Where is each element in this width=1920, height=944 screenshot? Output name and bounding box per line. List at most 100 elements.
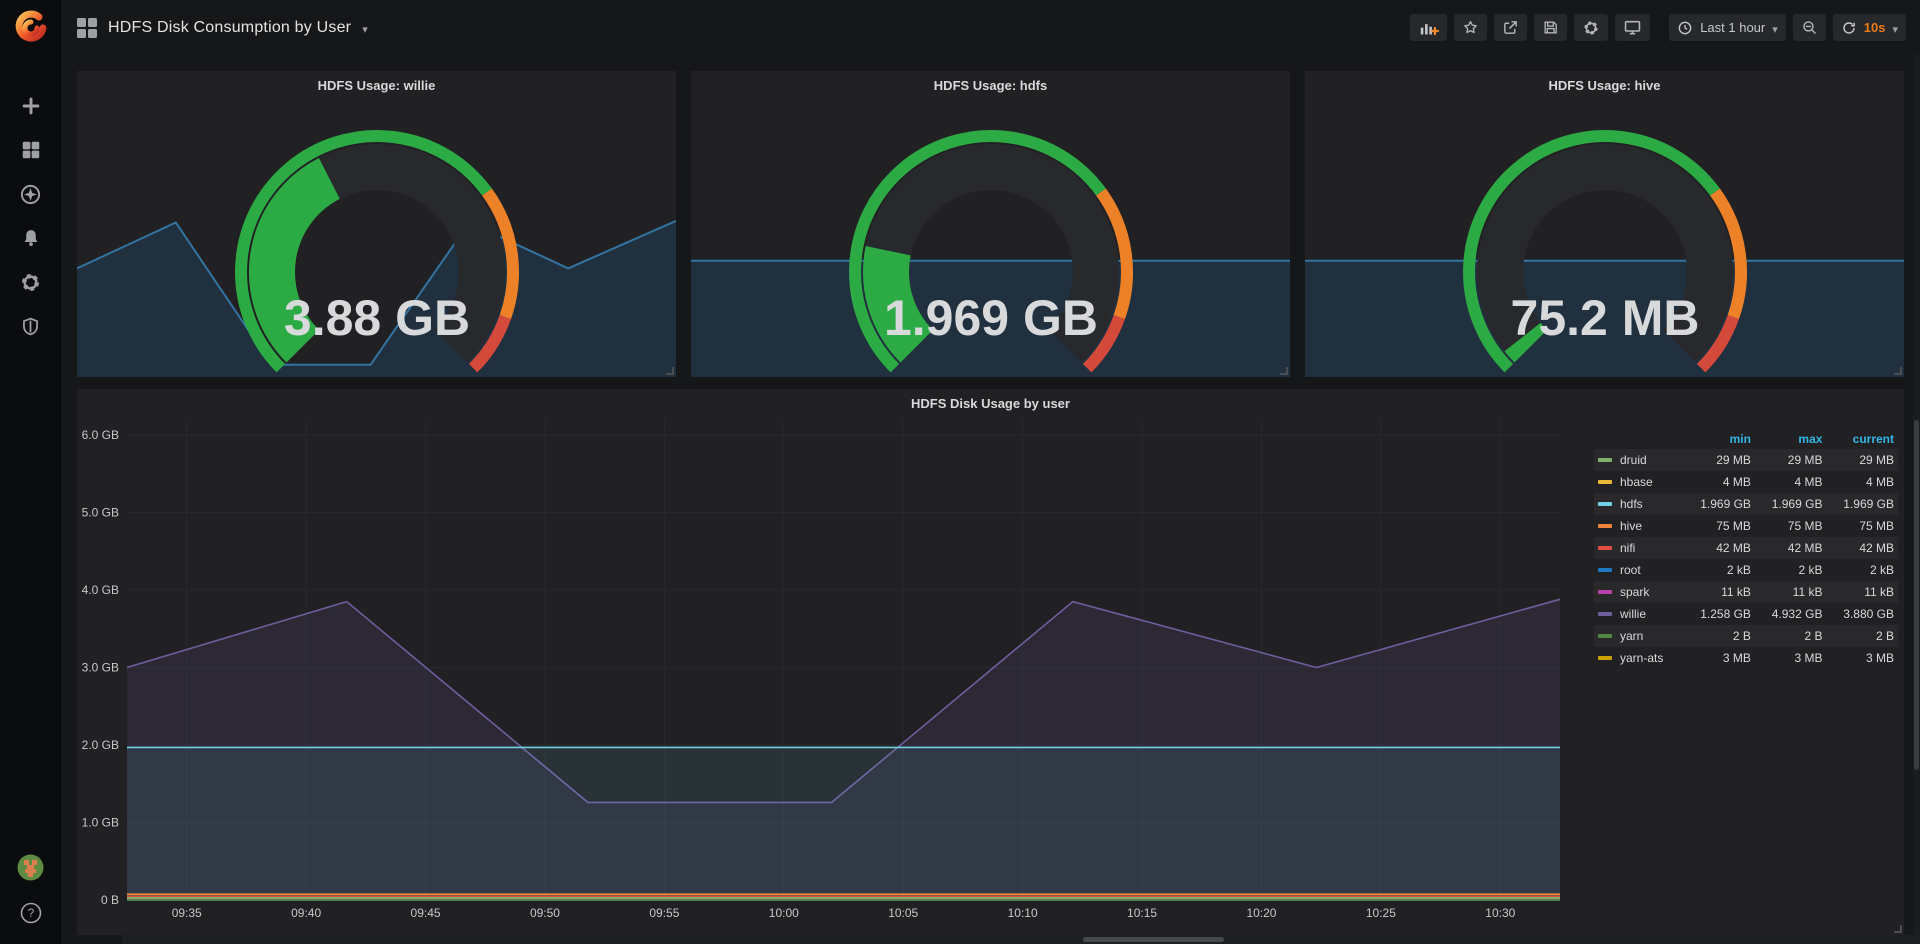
series-color-swatch[interactable] [1598, 656, 1612, 660]
legend-current-value: 1.969 GB [1826, 493, 1898, 515]
series-color-swatch[interactable] [1598, 590, 1612, 594]
x-axis-tick-label: 10:30 [1485, 906, 1515, 920]
add-panel-button[interactable] [1410, 14, 1447, 41]
gauge-visualization: 3.88 GB [77, 71, 676, 377]
gauge-visualization: 1.969 GB [691, 71, 1290, 377]
series-color-swatch[interactable] [1598, 524, 1612, 528]
series-color-swatch[interactable] [1598, 502, 1612, 506]
legend-header-max[interactable]: max [1755, 429, 1827, 449]
graph-legend: minmaxcurrentdruid29 MB29 MB29 MBhbase4 … [1594, 429, 1898, 669]
legend-series-toggle-druid[interactable]: druid [1594, 449, 1683, 471]
horizontal-scrollbar-thumb[interactable] [1083, 937, 1224, 942]
help-icon: ? [19, 901, 43, 925]
legend-series-toggle-hdfs[interactable]: hdfs [1594, 493, 1683, 515]
vertical-scrollbar-thumb[interactable] [1914, 420, 1919, 770]
legend-header-min[interactable]: min [1683, 429, 1755, 449]
cycle-view-mode-button[interactable] [1615, 14, 1650, 41]
sidebar-bottom: ? [16, 852, 46, 944]
legend-header-row: minmaxcurrent [1594, 429, 1898, 449]
zoom-out-icon [1801, 19, 1818, 36]
panel-title[interactable]: HDFS Usage: hdfs [691, 78, 1290, 93]
monitor-icon [1623, 19, 1642, 36]
legend-row-willie: willie1.258 GB4.932 GB3.880 GB [1594, 603, 1898, 625]
svg-text:?: ? [27, 906, 34, 920]
navbar-toolbar: Last 1 hour ▾ 10s ▾ [1410, 14, 1906, 41]
chevron-down-icon: ▾ [1772, 20, 1778, 36]
save-icon [1542, 19, 1559, 36]
shield-icon [20, 316, 41, 337]
sidebar-item-explore[interactable] [16, 179, 46, 209]
legend-min-value: 4 MB [1683, 471, 1755, 493]
legend-max-value: 1.969 GB [1755, 493, 1827, 515]
share-dashboard-button[interactable] [1494, 14, 1527, 41]
legend-max-value: 2 kB [1755, 559, 1827, 581]
series-color-swatch[interactable] [1598, 612, 1612, 616]
legend-current-value: 4 MB [1826, 471, 1898, 493]
legend-min-value: 42 MB [1683, 537, 1755, 559]
vertical-scrollbar[interactable] [1913, 55, 1920, 935]
refresh-interval-label: 10s [1864, 20, 1886, 35]
legend-row-hbase: hbase4 MB4 MB4 MB [1594, 471, 1898, 493]
bell-icon [20, 227, 42, 249]
x-axis-tick-label: 10:00 [769, 906, 799, 920]
help-button[interactable]: ? [16, 898, 46, 928]
series-color-swatch[interactable] [1598, 634, 1612, 638]
x-axis-tick-label: 10:05 [888, 906, 918, 920]
x-axis-tick-label: 10:15 [1127, 906, 1157, 920]
series-fill-hdfs [127, 747, 1560, 900]
refresh-picker[interactable]: 10s ▾ [1833, 14, 1906, 41]
panel-resize-handle[interactable] [1280, 367, 1288, 375]
legend-series-toggle-hive[interactable]: hive [1594, 515, 1683, 537]
panel-title[interactable]: HDFS Disk Usage by user [77, 396, 1904, 411]
x-axis-tick-label: 09:40 [291, 906, 321, 920]
legend-series-toggle-willie[interactable]: willie [1594, 603, 1683, 625]
legend-series-toggle-yarn[interactable]: yarn [1594, 625, 1683, 647]
sidebar-item-dashboards[interactable] [16, 135, 46, 165]
legend-series-toggle-hbase[interactable]: hbase [1594, 471, 1683, 493]
gauge-visualization: 75.2 MB [1305, 71, 1904, 377]
legend-series-toggle-spark[interactable]: spark [1594, 581, 1683, 603]
sidebar-item-alerting[interactable] [16, 223, 46, 253]
legend-series-toggle-nifi[interactable]: nifi [1594, 537, 1683, 559]
dashboard-title-dropdown[interactable]: HDFS Disk Consumption by User ▾ [77, 18, 368, 38]
series-color-swatch[interactable] [1598, 458, 1612, 462]
x-axis-tick-label: 10:20 [1246, 906, 1276, 920]
x-axis-tick-label: 10:10 [1008, 906, 1038, 920]
grafana-logo[interactable] [0, 0, 61, 55]
legend-max-value: 4 MB [1755, 471, 1827, 493]
panel-resize-handle[interactable] [1894, 367, 1902, 375]
time-range-picker[interactable]: Last 1 hour ▾ [1669, 14, 1786, 41]
legend-row-yarn: yarn2 B2 B2 B [1594, 625, 1898, 647]
horizontal-scrollbar[interactable] [122, 935, 1920, 944]
legend-series-toggle-yarn-ats[interactable]: yarn-ats [1594, 647, 1683, 669]
panel-resize-handle[interactable] [1894, 925, 1902, 933]
legend-max-value: 75 MB [1755, 515, 1827, 537]
sidebar-item-server-admin[interactable] [16, 311, 46, 341]
x-axis-tick-label: 10:25 [1366, 906, 1396, 920]
zoom-out-time-button[interactable] [1793, 14, 1826, 41]
dashboard-grid: HDFS Usage: willie 3.88 GB HDFS Usage: hdf… [61, 55, 1920, 944]
gauge-value: 3.88 GB [284, 290, 470, 346]
legend-min-value: 2 kB [1683, 559, 1755, 581]
save-dashboard-button[interactable] [1534, 14, 1567, 41]
panel-title[interactable]: HDFS Usage: willie [77, 78, 676, 93]
dashboard-settings-button[interactable] [1574, 14, 1608, 41]
gauge-panel-hive: HDFS Usage: hive75.2 MB [1305, 71, 1904, 377]
series-color-swatch[interactable] [1598, 568, 1612, 572]
legend-row-druid: druid29 MB29 MB29 MB [1594, 449, 1898, 471]
x-axis-tick-label: 09:45 [411, 906, 441, 920]
y-axis-tick-label: 3.0 GB [82, 661, 119, 675]
legend-current-value: 2 B [1826, 625, 1898, 647]
legend-series-toggle-root[interactable]: root [1594, 559, 1683, 581]
series-color-swatch[interactable] [1598, 546, 1612, 550]
user-avatar[interactable] [16, 852, 46, 882]
star-dashboard-button[interactable] [1454, 14, 1487, 41]
legend-max-value: 11 kB [1755, 581, 1827, 603]
series-color-swatch[interactable] [1598, 480, 1612, 484]
panel-resize-handle[interactable] [666, 367, 674, 375]
sidebar-item-configuration[interactable] [16, 267, 46, 297]
plus-icon [20, 95, 42, 117]
panel-title[interactable]: HDFS Usage: hive [1305, 78, 1904, 93]
sidebar-item-create[interactable] [16, 91, 46, 121]
legend-header-current[interactable]: current [1826, 429, 1898, 449]
